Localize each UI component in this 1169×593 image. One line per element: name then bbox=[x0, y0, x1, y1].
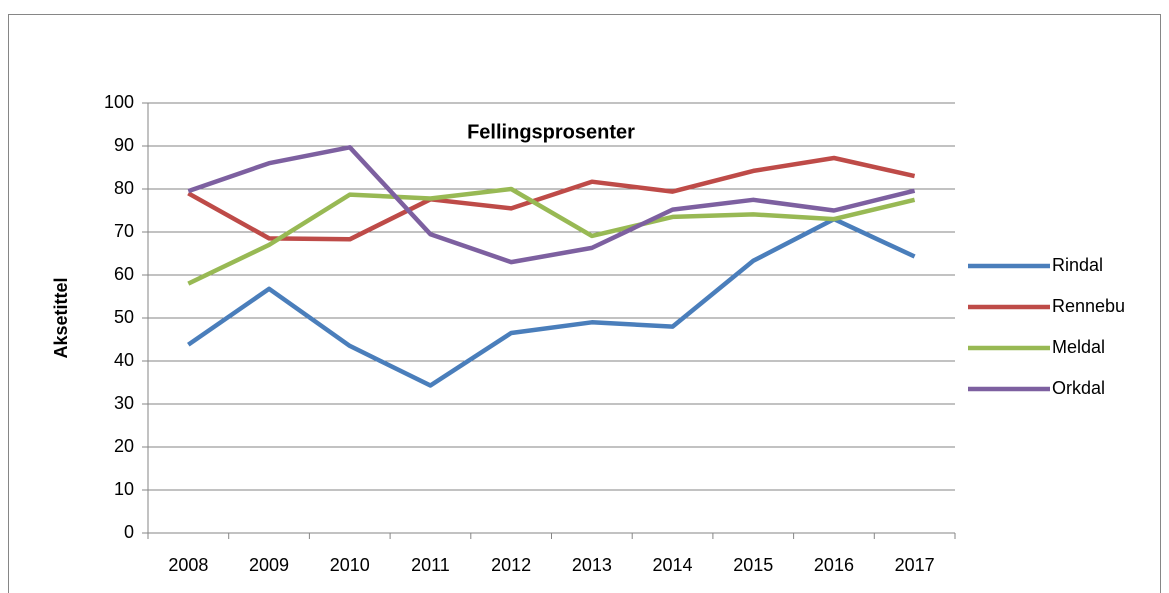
x-tick-label: 2013 bbox=[572, 555, 612, 575]
y-tick-label: 30 bbox=[114, 393, 134, 413]
y-tick-label: 100 bbox=[104, 92, 134, 112]
y-tick-label: 80 bbox=[114, 178, 134, 198]
y-tick-label: 90 bbox=[114, 135, 134, 155]
y-tick-label: 60 bbox=[114, 264, 134, 284]
legend-label: Meldal bbox=[1052, 337, 1105, 357]
y-tick-label: 0 bbox=[124, 522, 134, 542]
x-tick-label: 2014 bbox=[653, 555, 693, 575]
chart-border bbox=[8, 14, 1161, 593]
y-tick-label: 20 bbox=[114, 436, 134, 456]
series-line bbox=[187, 216, 916, 388]
y-tick-label: 70 bbox=[114, 221, 134, 241]
x-tick-label: 2008 bbox=[168, 555, 208, 575]
series-line bbox=[187, 155, 916, 242]
series-line bbox=[187, 186, 916, 286]
legend-label: Orkdal bbox=[1052, 378, 1105, 398]
y-axis-label: Aksetittel bbox=[51, 277, 71, 358]
x-tick-label: 2017 bbox=[895, 555, 935, 575]
chart-title: Fellingsprosenter bbox=[467, 121, 635, 143]
legend-label: Rindal bbox=[1052, 255, 1103, 275]
x-tick-label: 2012 bbox=[491, 555, 531, 575]
y-tick-label: 50 bbox=[114, 307, 134, 327]
x-tick-label: 2011 bbox=[411, 555, 450, 575]
x-tick-label: 2009 bbox=[249, 555, 289, 575]
x-tick-label: 2010 bbox=[330, 555, 370, 575]
y-tick-label: 40 bbox=[114, 350, 134, 370]
y-tick-label: 10 bbox=[114, 479, 134, 499]
x-tick-label: 2015 bbox=[733, 555, 773, 575]
legend-label: Rennebu bbox=[1052, 296, 1125, 316]
x-tick-label: 2016 bbox=[814, 555, 854, 575]
series-line bbox=[187, 145, 916, 265]
